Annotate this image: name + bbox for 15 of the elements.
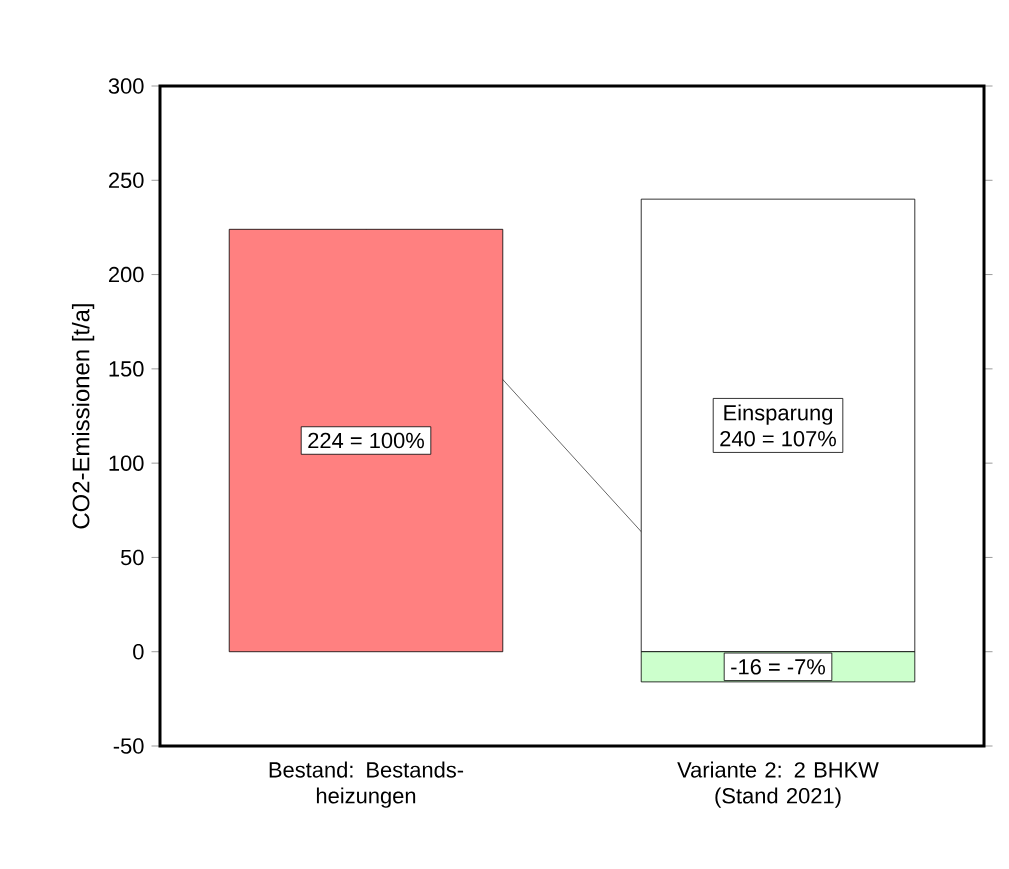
y-axis-title: CO2-Emissionen [t/a] (71, 304, 95, 529)
y-tick-label: 50 (120, 549, 144, 566)
y-tick-label: 150 (109, 361, 144, 377)
y-tick-label: 100 (109, 455, 144, 471)
y-tick-label: 250 (108, 172, 144, 189)
y-tick-label: 200 (108, 266, 144, 283)
x-tick-label: Variante 2: 2 BHKW (Stand 2021) (677, 761, 879, 808)
y-tick-label: 300 (108, 78, 144, 94)
y-tick-label: 0 (133, 643, 144, 660)
x-tick-label: Bestand: Bestands-heizungen (269, 761, 464, 808)
data-label: 224 = 100% (308, 432, 424, 449)
y-tick-label: -50 (113, 738, 144, 754)
data-label: -16 = -7% (731, 659, 825, 675)
series-label: Einsparung (724, 404, 833, 425)
data-label: 240 = 107% (720, 430, 836, 447)
